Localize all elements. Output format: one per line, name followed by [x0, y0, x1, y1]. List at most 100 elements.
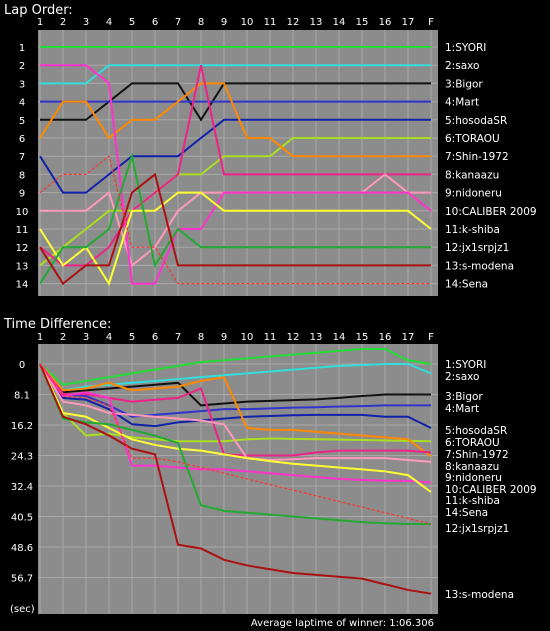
time-difference-legend-label: 7:Shin-1972 — [445, 449, 509, 461]
time-difference-x-tick: 13 — [310, 332, 323, 343]
lap-order-legend-label: 2:saxo — [445, 60, 479, 72]
time-difference-y-tick: 40.5 — [11, 513, 33, 524]
time-difference-x-tick: 1 — [37, 332, 43, 343]
time-difference-x-tick: F — [428, 332, 434, 343]
time-difference-series-line — [39, 347, 432, 386]
lap-order-x-tick: 13 — [310, 17, 323, 28]
lap-order-legend-label: 7:Shin-1972 — [445, 151, 509, 163]
lap-order-y-tick: 5 — [19, 116, 25, 127]
lap-order-x-tick: 8 — [198, 17, 204, 28]
lap-order-series-line — [39, 155, 431, 285]
lap-order-y-tick: 13 — [16, 261, 29, 272]
time-difference-lines — [39, 347, 432, 595]
time-difference-legend-label: 9:nidoneru — [445, 472, 502, 484]
lap-order-lines — [39, 46, 432, 286]
time-difference-y-tick: 48.6 — [11, 543, 33, 554]
time-difference-series-line — [39, 363, 431, 526]
lap-order-legend-label: 3:Bigor — [445, 78, 483, 90]
lap-order-legend-label: 4:Mart — [445, 97, 479, 109]
lap-order-y-tick: 7 — [19, 152, 25, 163]
average-laptime-footer: Average laptime of winner: 1:06.306 — [251, 618, 434, 629]
time-difference-series-line — [39, 363, 432, 429]
time-difference-ticks: 1 2 3 4 5 6 7 8 9 10 11 12 13 14 15 16 17 F08.116.224.332… — [11, 332, 434, 585]
time-difference-x-tick: 8 — [198, 332, 204, 343]
lap-order-x-tick: 9 — [221, 17, 227, 28]
lap-order-y-tick: 14 — [16, 280, 29, 291]
lap-order-series-line — [39, 82, 431, 158]
time-difference-series-line — [39, 363, 432, 463]
time-difference-x-tick: 2 — [60, 332, 66, 343]
time-difference-ylabel: (sec) — [10, 604, 35, 615]
lap-order-series-line — [40, 64, 432, 285]
time-difference-x-tick: 5 — [129, 332, 135, 343]
lap-order-legend-label: 5:hosodaSR — [445, 115, 507, 127]
lap-order-legend: 1:SYORI 2:saxo 3:Bigor 4:Mart 5:hosodaSR 6:TO… — [445, 42, 537, 291]
time-difference-y-tick: 8.1 — [14, 391, 30, 402]
lap-order-x-tick: 16 — [379, 17, 392, 28]
time-difference-series-line — [39, 363, 432, 458]
time-difference-legend-label: 11:k-shiba — [445, 495, 500, 507]
lap-order-title: Lap Order: — [4, 3, 73, 18]
lap-order-x-tick: 14 — [333, 17, 346, 28]
lap-order-series-line — [40, 64, 431, 85]
lap-order-y-tick: 4 — [19, 98, 25, 109]
lap-order-x-tick: 11 — [264, 17, 277, 28]
lap-order-x-tick: 2 — [60, 17, 66, 28]
time-difference-y-tick: 32.4 — [11, 482, 33, 493]
lap-order-y-tick: 9 — [19, 189, 25, 200]
time-difference-series-line — [39, 363, 432, 392]
lap-order-series-line — [39, 64, 431, 267]
time-difference-x-tick: 11 — [264, 332, 277, 343]
time-difference-x-tick: 4 — [106, 332, 112, 343]
lap-order-x-tick: 6 — [152, 17, 158, 28]
lap-order-ticks: 1 2 3 4 5 6 7 8 9 10 11 12 13 14 15 16 17 F12345678910111… — [16, 17, 434, 291]
time-difference-x-tick: 14 — [333, 332, 346, 343]
time-difference-x-tick: 10 — [241, 332, 254, 343]
lap-order-legend-label: 8:kanaazu — [445, 169, 499, 181]
time-difference-y-tick: 56.7 — [11, 574, 33, 585]
lap-order-legend-label: 14:Sena — [445, 279, 488, 291]
lap-order-x-tick: 17 — [402, 17, 415, 28]
lap-order-x-tick: 7 — [175, 17, 181, 28]
time-difference-series-line — [39, 363, 432, 493]
time-difference-y-tick: 0 — [19, 360, 25, 371]
time-difference-x-tick: 15 — [356, 332, 369, 343]
lap-order-y-tick: 1 — [19, 43, 25, 54]
lap-order-x-tick: 10 — [241, 17, 254, 28]
lap-order-legend-label: 11:k-shiba — [445, 224, 500, 236]
lap-order-x-tick: F — [428, 17, 434, 28]
lap-order-legend-label: 10:CALIBER 2009 — [445, 206, 537, 218]
lap-order-legend-label: 13:s-modena — [445, 260, 514, 272]
time-difference-series-line — [39, 363, 432, 484]
time-difference-x-tick: 3 — [83, 332, 89, 343]
time-difference-x-tick: 12 — [287, 332, 300, 343]
time-difference-y-tick: 24.3 — [11, 452, 33, 463]
lap-order-legend-label: 6:TORAOU — [445, 133, 500, 145]
lap-order-y-tick: 12 — [16, 243, 29, 254]
time-difference-legend-label: 6:TORAOU — [445, 437, 500, 449]
time-difference-legend-label: 3:Bigor — [445, 391, 483, 403]
time-difference-legend-label: 8:kanaazu — [445, 461, 499, 473]
time-difference-legend-label: 12:jx1srpjz1 — [445, 523, 509, 535]
lap-order-series-line — [39, 118, 431, 194]
time-difference-x-tick: 7 — [175, 332, 181, 343]
lap-order-legend-label: 9:nidoneru — [445, 188, 502, 200]
lap-order-y-tick: 10 — [16, 207, 29, 218]
time-difference-legend-label: 13:s-modena — [445, 589, 514, 601]
time-difference-title: Time Difference: — [3, 317, 111, 332]
time-difference-x-tick: 6 — [152, 332, 158, 343]
time-difference-legend-label: 10:CALIBER 2009 — [445, 484, 537, 496]
time-difference-legend-label: 5:hosodaSR — [445, 425, 507, 437]
time-difference-legend-label: 14:Sena — [445, 507, 488, 519]
lap-order-y-tick: 6 — [19, 134, 25, 145]
time-difference-legend-label: 2:saxo — [445, 371, 479, 383]
lap-order-legend-label: 1:SYORI — [445, 42, 486, 54]
lap-order-x-tick: 1 — [37, 17, 43, 28]
time-difference-series-line — [39, 363, 432, 595]
lap-order-x-tick: 12 — [287, 17, 300, 28]
lap-order-y-tick: 3 — [19, 79, 25, 90]
lap-order-y-tick: 8 — [19, 170, 25, 181]
time-difference-legend-label: 4:Mart — [445, 403, 479, 415]
